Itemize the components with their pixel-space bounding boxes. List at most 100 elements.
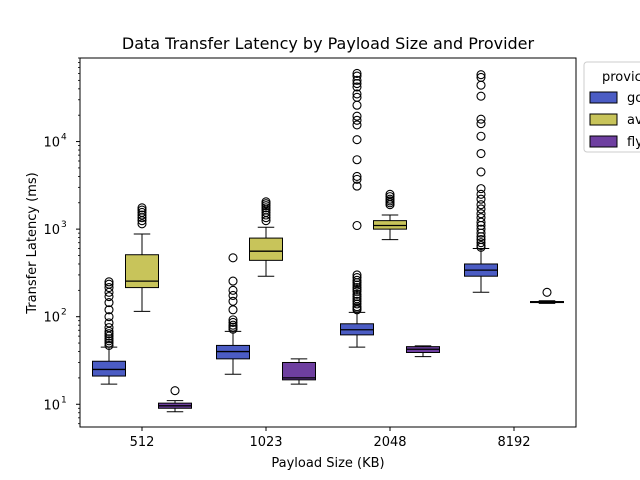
x-tick-label: 512 xyxy=(130,435,155,450)
outlier-point xyxy=(476,148,486,159)
outlier-point xyxy=(104,340,114,350)
outlier-point xyxy=(385,189,395,199)
box-av-512 xyxy=(125,203,159,312)
outlier-point xyxy=(104,291,114,302)
outlier-point xyxy=(352,283,362,293)
outlier-point xyxy=(352,68,362,78)
y-tick-exponent: 3 xyxy=(61,220,67,230)
box-iqr xyxy=(282,361,316,381)
y-tick-label: 10 xyxy=(43,398,60,413)
outlier-point xyxy=(104,279,114,289)
outlier-point xyxy=(104,298,114,308)
outlier-point xyxy=(476,91,486,101)
y-tick-label: 10 xyxy=(43,223,60,238)
outlier-point xyxy=(228,285,238,295)
outlier-point xyxy=(352,291,362,302)
outlier-point xyxy=(137,207,147,218)
outlier-point xyxy=(476,184,486,194)
outlier-point xyxy=(476,167,486,177)
box-go-512 xyxy=(92,277,126,385)
outlier-point xyxy=(476,224,486,234)
outlier-point xyxy=(352,111,362,121)
outlier-point xyxy=(352,115,362,125)
outlier-point xyxy=(352,155,362,165)
legend-label-go: go xyxy=(627,91,640,106)
outlier-point xyxy=(476,114,486,124)
outlier-point xyxy=(352,174,362,184)
outlier-point xyxy=(352,275,362,285)
outlier-point xyxy=(352,272,362,283)
outlier-point xyxy=(352,120,362,130)
outlier-point xyxy=(352,171,362,181)
outlier-point xyxy=(476,70,486,80)
outlier-point xyxy=(476,189,486,199)
y-tick-base: 10 xyxy=(43,398,60,413)
outlier-point xyxy=(385,194,395,204)
x-tick-label: 1023 xyxy=(249,435,282,450)
outlier-point xyxy=(476,240,486,251)
x-axis-label: Payload Size (KB) xyxy=(271,456,384,471)
box-fly-8192 xyxy=(530,287,564,304)
outlier-point xyxy=(476,131,486,141)
outlier-point xyxy=(476,119,486,129)
outlier-point xyxy=(352,135,362,145)
box-fly-2048 xyxy=(406,345,440,358)
box-av-1023 xyxy=(249,197,283,277)
outlier-point xyxy=(352,296,362,306)
series-fly xyxy=(158,287,564,413)
outlier-point xyxy=(137,203,147,213)
box-iqr xyxy=(92,360,126,377)
outlier-point xyxy=(104,305,114,315)
outlier-point xyxy=(352,92,362,102)
box-go-2048 xyxy=(340,68,374,348)
legend-label-av: av xyxy=(627,113,640,128)
outlier-point xyxy=(476,209,486,219)
outlier-point xyxy=(352,299,362,309)
outlier-point xyxy=(352,220,362,231)
box-fly-512 xyxy=(158,386,192,413)
legend-label-fly: fly xyxy=(627,135,640,150)
y-axis-label: Transfer Latency (ms) xyxy=(25,172,40,315)
outlier-point xyxy=(104,318,114,328)
chart-title: Data Transfer Latency by Payload Size an… xyxy=(122,34,535,53)
outlier-point xyxy=(170,386,180,396)
outlier-point xyxy=(137,205,147,215)
outlier-point xyxy=(352,289,362,299)
x-tick-label: 2048 xyxy=(373,435,406,450)
outlier-point xyxy=(352,181,362,191)
outlier-point xyxy=(228,315,238,325)
outlier-point xyxy=(476,213,486,223)
outlier-point xyxy=(104,312,114,322)
box-iqr xyxy=(125,254,159,289)
outlier-point xyxy=(228,290,238,300)
box-go-8192 xyxy=(464,70,498,293)
outlier-point xyxy=(352,82,362,92)
outlier-point xyxy=(104,323,114,333)
series-go xyxy=(92,68,498,385)
outlier-point xyxy=(261,210,271,220)
outlier-point xyxy=(476,235,486,245)
outlier-point xyxy=(228,317,238,327)
outlier-point xyxy=(476,238,486,248)
y-tick-base: 10 xyxy=(43,223,60,238)
outlier-point xyxy=(352,71,362,81)
outlier-point xyxy=(228,320,238,330)
outlier-point xyxy=(137,210,147,220)
outlier-point xyxy=(137,219,147,229)
legend-swatch-fly xyxy=(589,135,618,148)
box-av-2048 xyxy=(373,189,407,241)
outlier-point xyxy=(385,192,395,202)
y-tick-label: 10 xyxy=(43,136,60,151)
outlier-point xyxy=(352,89,362,99)
outlier-point xyxy=(228,253,238,263)
box-fly-1023 xyxy=(282,358,316,385)
outlier-point xyxy=(352,75,362,85)
y-tick-exponent: 4 xyxy=(61,133,67,143)
outlier-point xyxy=(228,296,238,306)
legend-swatch-go xyxy=(589,91,618,104)
outlier-point xyxy=(104,277,114,287)
outlier-point xyxy=(476,200,486,210)
y-tick-base: 10 xyxy=(43,136,60,151)
